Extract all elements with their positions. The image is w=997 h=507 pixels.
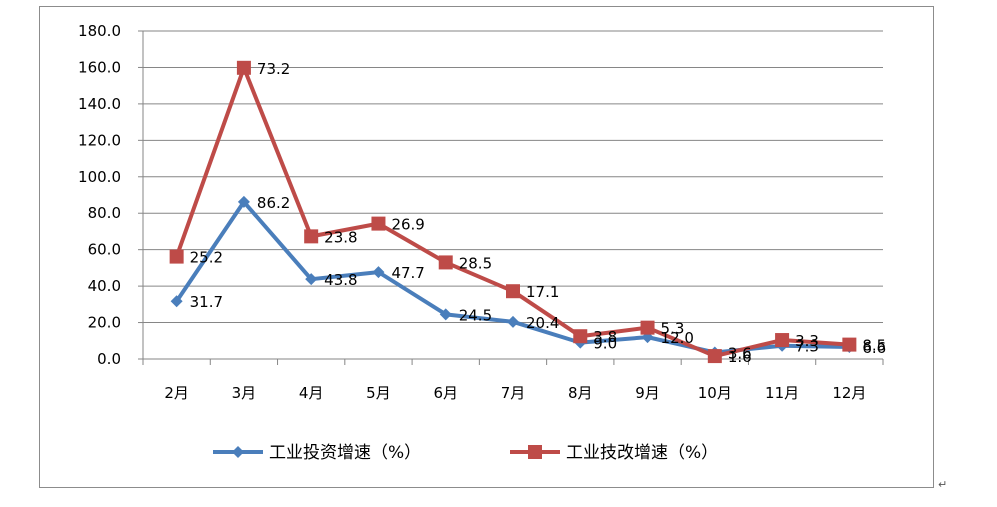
data-point (506, 284, 520, 299)
data-label: 3.3 (795, 332, 819, 350)
data-point (169, 249, 184, 264)
x-tick-label: 10月 (698, 384, 732, 402)
data-label: 1.6 (728, 348, 752, 366)
data-label: 3.8 (593, 328, 617, 346)
grid-lines (143, 30, 883, 324)
data-point (775, 333, 790, 348)
x-tick-label: 11月 (765, 384, 799, 402)
data-labels: 31.7 86.2 43.8 47.7 24.5 20.4 9.0 12.0 3.6 7.3 6.6… (190, 60, 887, 366)
y-tick-label: 160.0 (78, 58, 121, 76)
data-point (842, 337, 857, 352)
data-label: 3.6 (728, 344, 752, 362)
data-label: 7.3 (795, 338, 819, 356)
data-label: 47.7 (391, 264, 424, 282)
data-label: 73.2 (257, 60, 290, 78)
data-point (640, 320, 655, 335)
data-point (438, 255, 453, 270)
y-tick-label: 0.0 (97, 350, 121, 368)
data-label: 12.0 (661, 329, 694, 347)
data-label: 5.3 (661, 320, 685, 338)
y-tick-label: 40.0 (88, 277, 121, 295)
data-point (573, 329, 588, 344)
data-point (371, 216, 386, 231)
x-tick-label: 6月 (433, 384, 458, 402)
x-tick-label: 12月 (832, 384, 866, 402)
legend-marker (232, 446, 244, 458)
y-tick-label: 180.0 (78, 22, 121, 40)
x-tick-label: 9月 (635, 384, 660, 402)
data-label: 17.1 (526, 283, 559, 301)
y-tick-label: 140.0 (78, 95, 121, 113)
paragraph-return-mark: ↵ (938, 478, 948, 491)
data-point (170, 295, 183, 308)
data-point (507, 315, 519, 328)
y-tick-label: 20.0 (88, 314, 121, 332)
data-label: 31.7 (190, 293, 223, 311)
series-line (174, 65, 850, 359)
data-label: 24.5 (459, 306, 492, 324)
data-point (305, 273, 318, 286)
legend-label: 工业技改增速（%） (566, 443, 718, 463)
series-layer (169, 60, 857, 364)
series-line (174, 199, 850, 355)
data-point (372, 266, 385, 279)
data-label: 26.9 (391, 216, 424, 234)
data-point (237, 195, 250, 208)
axes: 0.0 20.0 40.0 60.0 80.0 100.0 120.0 140.0 160.0 1… (78, 22, 884, 402)
legend-marker (528, 445, 542, 459)
data-point (707, 349, 722, 364)
data-label: 86.2 (257, 194, 290, 212)
x-tick-label: 5月 (366, 384, 391, 402)
data-point (304, 229, 319, 244)
x-tick-label: 3月 (232, 384, 257, 402)
data-label: 6.6 (862, 339, 886, 357)
y-tick-label: 120.0 (78, 131, 121, 149)
y-tick-label: 100.0 (78, 168, 121, 186)
x-tick-label: 8月 (568, 384, 593, 402)
x-tick-label: 7月 (501, 384, 526, 402)
y-tick-label: 80.0 (88, 204, 121, 222)
data-label: 23.8 (324, 228, 357, 246)
chart-frame (39, 6, 934, 488)
data-label: 43.8 (324, 271, 357, 289)
data-label: 20.4 (526, 314, 559, 332)
legend-label: 工业投资增速（%） (269, 443, 421, 463)
data-point (439, 308, 452, 321)
y-tick-label: 60.0 (88, 241, 121, 259)
x-tick-label: 4月 (299, 384, 324, 402)
data-point (236, 60, 251, 75)
data-label: 25.2 (190, 249, 223, 267)
x-tick-label: 2月 (164, 384, 189, 402)
legend: 工业投资增速（%） 工业技改增速（%） (213, 443, 718, 463)
data-label: 8.5 (862, 337, 886, 355)
data-label: 28.5 (459, 254, 492, 272)
data-label: 9.0 (593, 335, 617, 353)
